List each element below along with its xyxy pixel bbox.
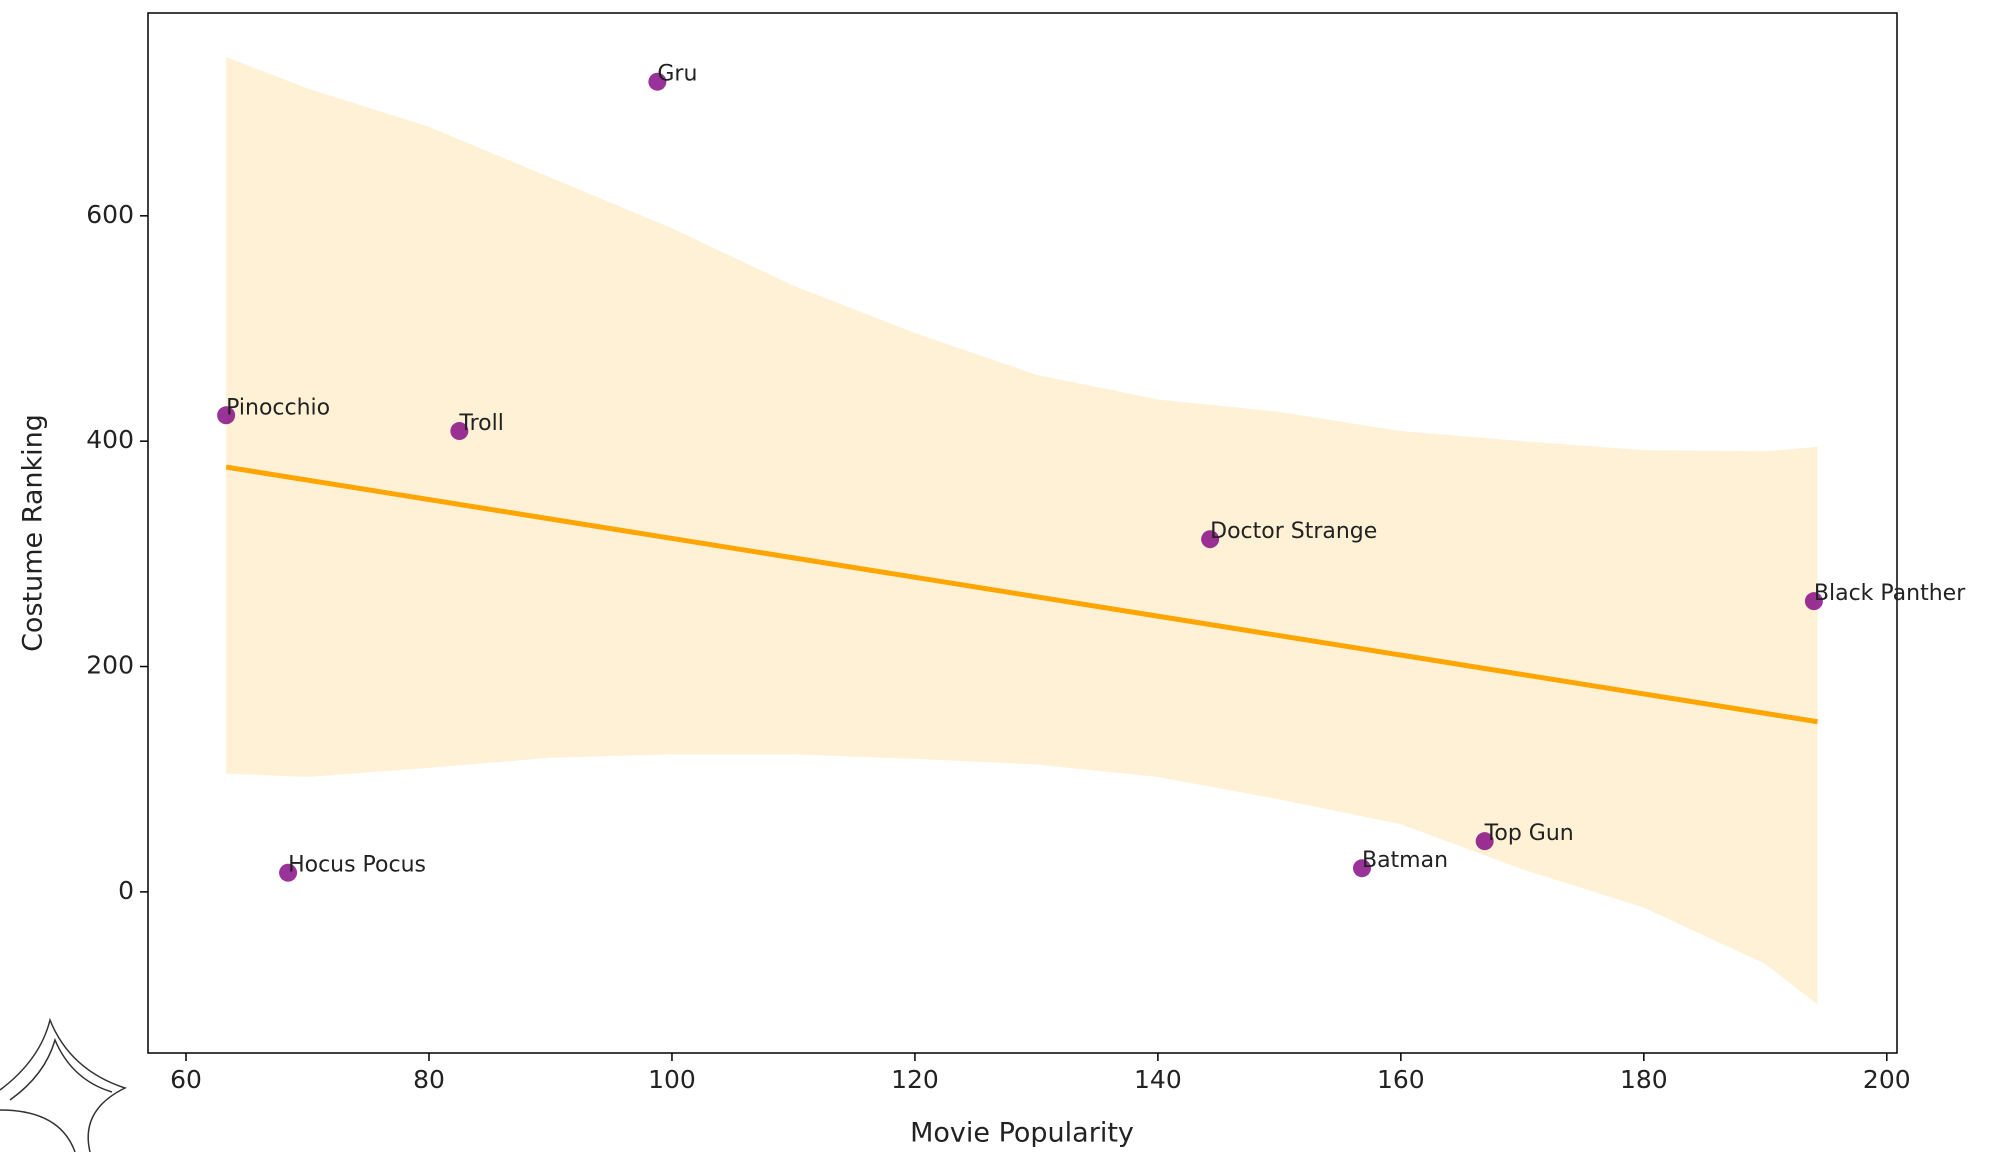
point — [648, 72, 667, 91]
decorative-icon — [0, 1017, 127, 1152]
point — [1352, 859, 1371, 878]
point — [279, 863, 298, 882]
x-tick-label: 100 — [648, 1065, 696, 1094]
x-tick-label: 140 — [1134, 1065, 1182, 1094]
point-label: Gru — [657, 62, 697, 87]
point-label: Top Gun — [1484, 821, 1574, 846]
point — [1201, 530, 1220, 549]
point — [1475, 832, 1494, 851]
confidence-band — [226, 56, 1818, 1005]
y-tick-label: 0 — [118, 876, 134, 905]
y-tick-label: 200 — [86, 651, 134, 680]
point — [1804, 592, 1823, 611]
y-tick-label: 400 — [86, 425, 134, 454]
point-label: Doctor Strange — [1210, 519, 1377, 544]
point-label: Pinocchio — [226, 395, 330, 420]
point-label: Black Panther — [1814, 581, 1966, 606]
x-axis-label: Movie Popularity — [910, 1118, 1134, 1149]
point — [450, 422, 469, 441]
y-tick-label: 600 — [86, 200, 134, 229]
plot-frame — [147, 12, 1898, 1054]
x-tick-label: 120 — [891, 1065, 939, 1094]
point-label: Batman — [1362, 848, 1448, 873]
point — [217, 406, 236, 425]
x-tick-label: 60 — [170, 1065, 202, 1094]
x-tick-label: 180 — [1620, 1065, 1668, 1094]
x-tick-label: 200 — [1863, 1065, 1911, 1094]
x-tick-label: 80 — [413, 1065, 445, 1094]
x-tick-label: 160 — [1377, 1065, 1425, 1094]
regression-line — [225, 464, 1818, 725]
point-label: Hocus Pocus — [288, 853, 426, 878]
y-axis-label: Costume Ranking — [18, 414, 49, 652]
point-label: Troll — [458, 411, 503, 436]
